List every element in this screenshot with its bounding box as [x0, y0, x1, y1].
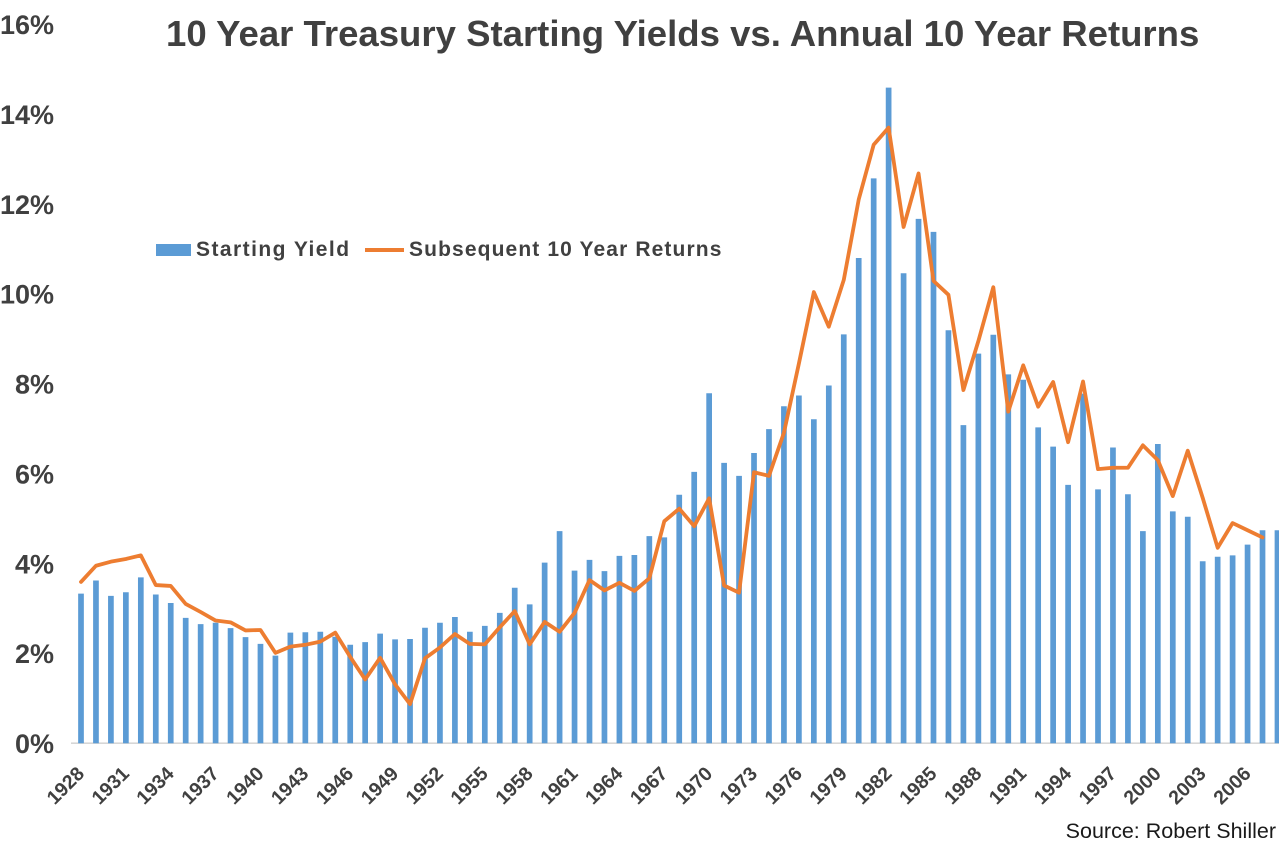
svg-text:Starting Yield: Starting Yield — [196, 238, 351, 261]
svg-text:8%: 8% — [15, 370, 54, 400]
svg-text:10%: 10% — [0, 280, 54, 310]
svg-text:10 Year Treasury Starting Yiel: 10 Year Treasury Starting Yields vs. Ann… — [166, 13, 1199, 54]
svg-text:2%: 2% — [15, 639, 54, 669]
svg-text:6%: 6% — [15, 459, 54, 489]
svg-text:14%: 14% — [0, 100, 54, 130]
svg-text:12%: 12% — [0, 190, 54, 220]
svg-text:Source: Robert Shiller: Source: Robert Shiller — [1066, 819, 1276, 843]
svg-text:0%: 0% — [15, 729, 54, 759]
svg-text:16%: 16% — [0, 10, 54, 40]
svg-text:Subsequent 10 Year Returns: Subsequent 10 Year Returns — [409, 238, 723, 261]
svg-text:4%: 4% — [15, 549, 54, 579]
